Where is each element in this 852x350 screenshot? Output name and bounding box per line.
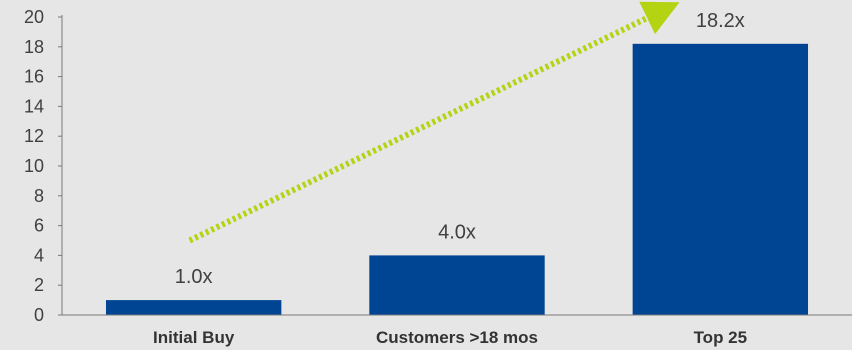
y-tick-label: 14	[24, 96, 44, 116]
y-axis-ticks: 0 2 4 6 8 10 12 14 16 18 20	[24, 7, 62, 325]
bar-customers-18-mos	[369, 255, 545, 315]
growth-arrow	[188, 1, 680, 244]
y-tick-label: 6	[34, 216, 44, 236]
y-tick-label: 0	[34, 305, 44, 325]
y-tick-label: 12	[24, 126, 44, 146]
data-labels: 1.0x 4.0x 18.2x	[175, 10, 745, 288]
data-label: 1.0x	[175, 266, 213, 288]
bar-initial-buy	[105, 300, 282, 315]
annotations	[188, 1, 680, 244]
y-tick-label: 20	[24, 7, 44, 27]
bars	[105, 43, 809, 315]
y-tick-label: 4	[34, 245, 44, 265]
category-labels: Initial Buy Customers >18 mos Top 25	[153, 328, 747, 347]
y-tick-label: 10	[24, 156, 44, 176]
y-tick-label: 8	[34, 186, 44, 206]
y-tick-label: 2	[34, 275, 44, 295]
bar-top-25	[632, 43, 809, 315]
x-tick-label: Customers >18 mos	[376, 328, 538, 347]
axes	[61, 15, 852, 316]
x-tick-label: Initial Buy	[153, 328, 235, 347]
y-tick-label: 18	[24, 37, 44, 57]
x-tick-label: Top 25	[694, 328, 748, 347]
data-label: 18.2x	[696, 10, 745, 32]
y-tick-label: 16	[24, 67, 44, 87]
data-label: 4.0x	[438, 221, 476, 243]
